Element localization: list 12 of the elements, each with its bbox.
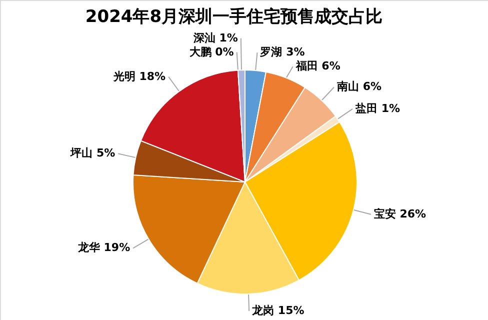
slice-label: 坪山 5% <box>70 146 116 160</box>
slice-label: 南山 6% <box>336 80 382 94</box>
slice-label: 龙岗 15% <box>251 304 304 317</box>
slice-label: 福田 6% <box>294 60 340 73</box>
slice-label: 龙华 19% <box>76 241 130 254</box>
slice-label: 深汕 1% <box>192 31 238 44</box>
category-label: 大鹏 0% <box>189 45 234 58</box>
chart-title: 2024年8月深圳一手住宅预售成交占比 <box>85 7 383 27</box>
slice-label: 盐田 1% <box>354 102 400 115</box>
slice-label: 罗湖 3% <box>259 46 305 59</box>
slice-label: 宝安 26% <box>374 207 426 220</box>
slice-label: 光明 18% <box>112 70 166 83</box>
